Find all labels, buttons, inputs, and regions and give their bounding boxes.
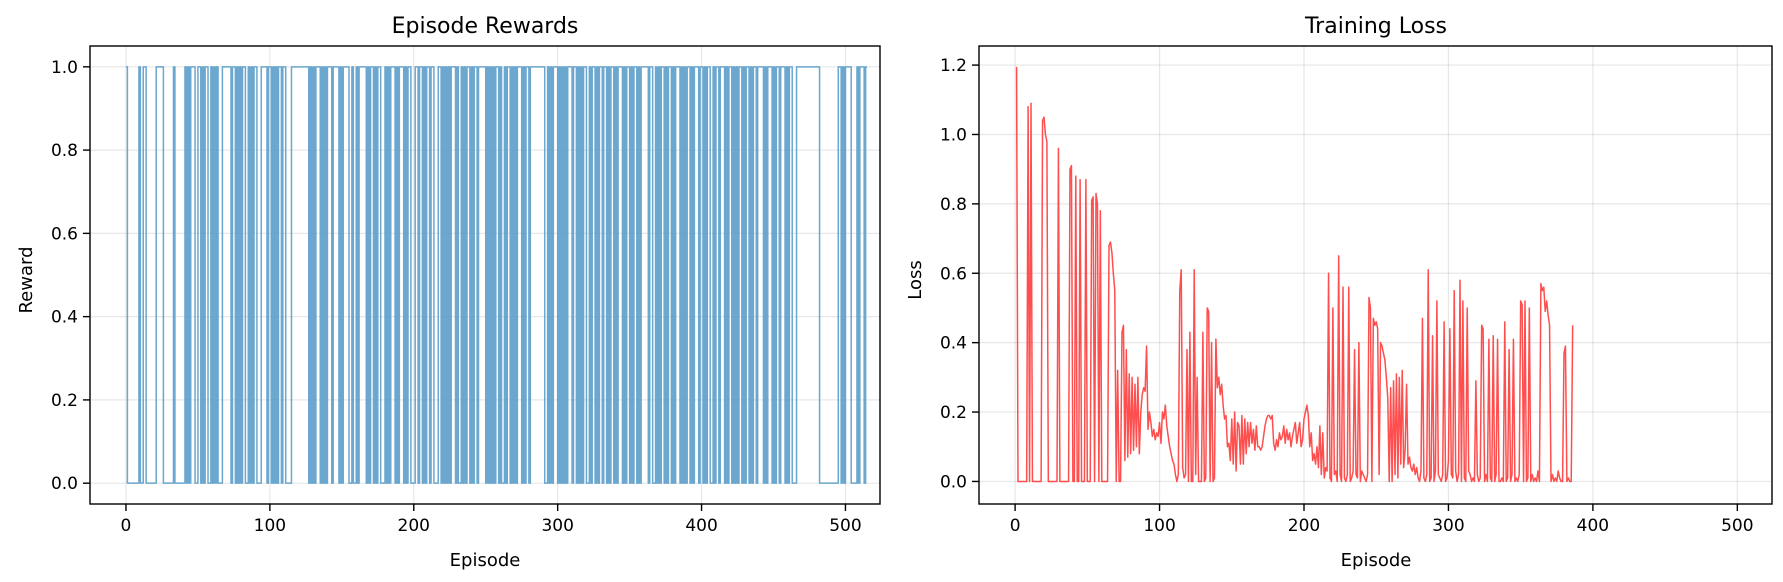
x-tick-label: 500	[829, 516, 861, 536]
y-tick-label: 1.2	[940, 56, 967, 76]
y-tick-label: 0.6	[940, 264, 967, 284]
x-tick-label: 0	[121, 516, 132, 536]
y-tick-label: 0.8	[940, 195, 967, 215]
x-tick-label: 200	[1288, 516, 1320, 536]
plot-area	[1015, 66, 1574, 483]
y-tick-label: 0.4	[940, 334, 967, 354]
y-tick-label: 0.0	[51, 474, 78, 494]
x-tick-label: 0	[1010, 516, 1021, 536]
plot-area	[125, 66, 868, 484]
x-tick-label: 500	[1721, 516, 1753, 536]
y-tick-label: 1.0	[940, 125, 967, 145]
ticks: 0 100 200 300 400 500 0.0 0.2 0.4 0.6 0.8 1.0	[51, 58, 862, 536]
x-tick-label: 300	[1432, 516, 1464, 536]
x-tick-label: 200	[398, 516, 430, 536]
x-axis-label: Episode	[450, 550, 521, 571]
y-tick-label: 1.0	[51, 58, 78, 78]
y-axis-label: Reward	[16, 246, 37, 313]
y-tick-label: 0.2	[51, 391, 78, 411]
y-tick-label: 0.8	[51, 141, 78, 161]
y-tick-label: 0.0	[940, 472, 967, 492]
chart-title: Training Loss	[1304, 14, 1447, 39]
rewards-panel: Episode Rewards Episode Reward 0 100 200 30…	[16, 14, 881, 571]
data-series-line	[1015, 66, 1574, 483]
y-tick-label: 0.4	[51, 308, 78, 328]
axes-frame	[89, 45, 881, 505]
ticks: 0 100 200 300 400 500 0.0 0.2 0.4 0.6 0.8 1.0 1.2	[940, 56, 1754, 536]
data-series-line	[125, 66, 868, 484]
axes-frame	[978, 45, 1773, 505]
x-tick-label: 100	[1143, 516, 1175, 536]
x-tick-label: 400	[685, 516, 717, 536]
y-axis-label: Loss	[905, 260, 926, 299]
x-tick-label: 400	[1577, 516, 1609, 536]
x-axis-label: Episode	[1341, 550, 1412, 571]
loss-panel: Training Loss Episode Loss 0 100 200 300 400…	[905, 14, 1773, 571]
y-tick-label: 0.2	[940, 403, 967, 423]
chart-title: Episode Rewards	[392, 14, 579, 39]
x-tick-label: 100	[254, 516, 286, 536]
y-tick-label: 0.6	[51, 224, 78, 244]
x-tick-label: 300	[541, 516, 573, 536]
